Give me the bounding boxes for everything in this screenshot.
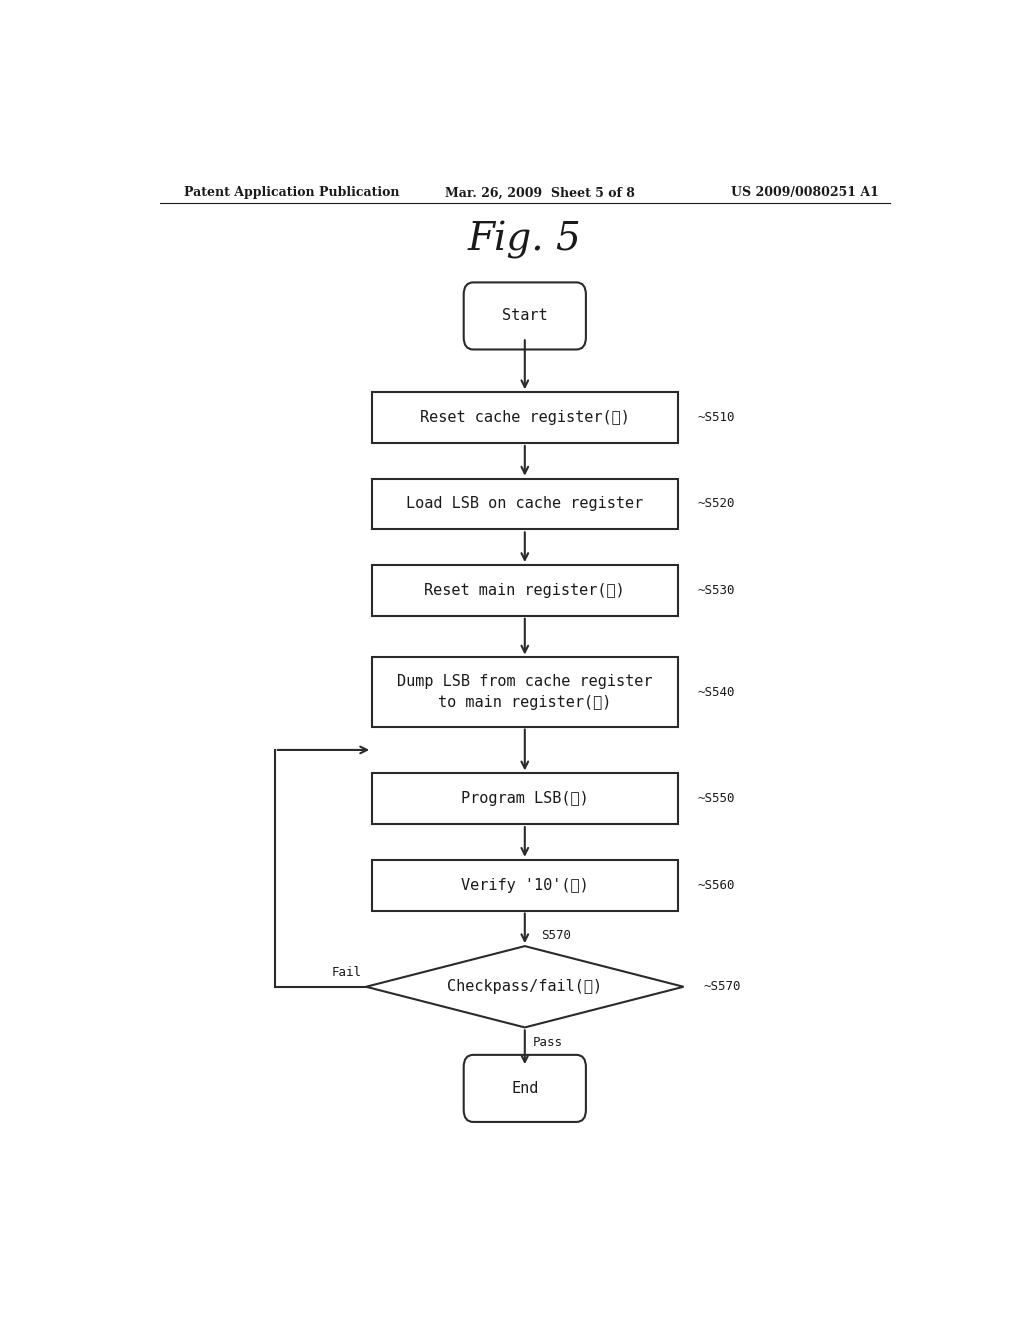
Text: ~S570: ~S570 (703, 981, 740, 993)
Text: Fail: Fail (332, 966, 362, 979)
Text: ~S520: ~S520 (697, 498, 735, 511)
Text: Mar. 26, 2009  Sheet 5 of 8: Mar. 26, 2009 Sheet 5 of 8 (445, 186, 635, 199)
Text: ~S540: ~S540 (697, 685, 735, 698)
Text: Load LSB on cache register: Load LSB on cache register (407, 496, 643, 511)
Text: Checkpass/fail(⑧): Checkpass/fail(⑧) (447, 979, 602, 994)
Text: Start: Start (502, 309, 548, 323)
Text: End: End (511, 1081, 539, 1096)
Bar (372, 392, 678, 444)
Text: ~S560: ~S560 (697, 879, 735, 891)
Text: Program LSB(⑤): Program LSB(⑤) (461, 791, 589, 807)
Text: Patent Application Publication: Patent Application Publication (183, 186, 399, 199)
Bar (372, 565, 678, 616)
Text: ~S550: ~S550 (697, 792, 735, 805)
Polygon shape (367, 946, 684, 1027)
Text: ~S510: ~S510 (697, 411, 735, 424)
FancyBboxPatch shape (464, 1055, 586, 1122)
Text: Dump LSB from cache register
to main register(③): Dump LSB from cache register to main reg… (397, 675, 652, 710)
Bar (372, 859, 678, 911)
Text: US 2009/0080251 A1: US 2009/0080251 A1 (731, 186, 879, 199)
Text: Reset main register(②): Reset main register(②) (424, 583, 626, 598)
Text: Verify '10'(⑦): Verify '10'(⑦) (461, 878, 589, 892)
Bar (372, 774, 678, 824)
Text: Pass: Pass (532, 1036, 563, 1048)
Text: Reset cache register(①): Reset cache register(①) (420, 411, 630, 425)
Text: ~S530: ~S530 (697, 583, 735, 597)
Text: Fig. 5: Fig. 5 (468, 220, 582, 259)
FancyBboxPatch shape (464, 282, 586, 350)
Text: S570: S570 (541, 929, 570, 942)
Bar (372, 479, 678, 529)
Bar (372, 657, 678, 726)
